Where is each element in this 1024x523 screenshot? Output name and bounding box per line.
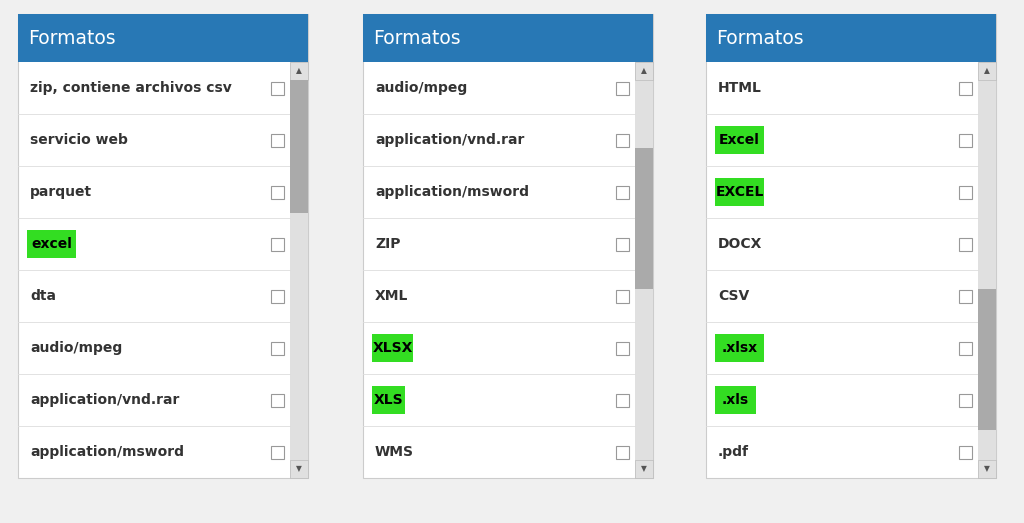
Text: .xlsx: .xlsx bbox=[722, 341, 758, 355]
Text: .xls: .xls bbox=[722, 393, 750, 407]
Text: HTML: HTML bbox=[718, 81, 762, 95]
Text: Formatos: Formatos bbox=[373, 28, 461, 48]
Text: parquet: parquet bbox=[30, 185, 92, 199]
Text: Formatos: Formatos bbox=[28, 28, 116, 48]
Text: Excel: Excel bbox=[719, 133, 760, 147]
Bar bbox=[18, 14, 308, 62]
Bar bbox=[978, 62, 996, 478]
Text: audio/mpeg: audio/mpeg bbox=[375, 81, 467, 95]
Bar bbox=[290, 62, 308, 80]
Bar bbox=[616, 237, 629, 251]
Bar bbox=[959, 237, 972, 251]
Text: dta: dta bbox=[30, 289, 56, 303]
Bar bbox=[978, 289, 996, 429]
Text: ZIP: ZIP bbox=[375, 237, 400, 251]
Bar bbox=[271, 342, 284, 355]
Bar bbox=[290, 62, 308, 478]
Bar bbox=[271, 133, 284, 146]
Text: application/vnd.rar: application/vnd.rar bbox=[375, 133, 524, 147]
Bar bbox=[978, 62, 996, 80]
Bar bbox=[715, 386, 756, 414]
Text: XLS: XLS bbox=[374, 393, 403, 407]
Bar bbox=[616, 186, 629, 199]
Bar bbox=[616, 133, 629, 146]
Bar bbox=[635, 62, 653, 478]
Bar bbox=[18, 14, 308, 478]
Bar bbox=[959, 290, 972, 302]
Text: WMS: WMS bbox=[375, 445, 414, 459]
Bar bbox=[290, 460, 308, 478]
Text: XML: XML bbox=[375, 289, 409, 303]
Text: ▼: ▼ bbox=[641, 464, 647, 473]
Text: ▲: ▲ bbox=[296, 66, 302, 75]
Bar bbox=[959, 393, 972, 406]
Text: excel: excel bbox=[31, 237, 72, 251]
Bar bbox=[362, 14, 653, 478]
Bar bbox=[706, 14, 996, 62]
Bar bbox=[616, 290, 629, 302]
Bar bbox=[616, 82, 629, 95]
Text: application/vnd.rar: application/vnd.rar bbox=[30, 393, 179, 407]
Text: servicio web: servicio web bbox=[30, 133, 128, 147]
Bar bbox=[959, 342, 972, 355]
Text: ▲: ▲ bbox=[641, 66, 647, 75]
Bar bbox=[635, 460, 653, 478]
Bar bbox=[715, 178, 764, 206]
Bar bbox=[959, 82, 972, 95]
Bar bbox=[706, 14, 996, 478]
Bar bbox=[372, 386, 406, 414]
Bar bbox=[27, 231, 76, 257]
Bar bbox=[271, 393, 284, 406]
Text: XLSX: XLSX bbox=[373, 341, 413, 355]
Bar bbox=[271, 290, 284, 302]
Text: .pdf: .pdf bbox=[718, 445, 749, 459]
Text: ▲: ▲ bbox=[984, 66, 990, 75]
Bar bbox=[978, 460, 996, 478]
Bar bbox=[959, 446, 972, 459]
Bar bbox=[271, 446, 284, 459]
Bar bbox=[616, 342, 629, 355]
Bar bbox=[271, 82, 284, 95]
Bar bbox=[715, 335, 764, 361]
Bar bbox=[290, 80, 308, 213]
Text: audio/mpeg: audio/mpeg bbox=[30, 341, 122, 355]
Bar bbox=[271, 186, 284, 199]
Text: ▼: ▼ bbox=[984, 464, 990, 473]
Bar bbox=[959, 186, 972, 199]
Text: application/msword: application/msword bbox=[375, 185, 529, 199]
Text: DOCX: DOCX bbox=[718, 237, 763, 251]
Bar bbox=[372, 335, 414, 361]
Bar bbox=[616, 446, 629, 459]
Text: zip, contiene archivos csv: zip, contiene archivos csv bbox=[30, 81, 231, 95]
Bar bbox=[635, 149, 653, 289]
Text: EXCEL: EXCEL bbox=[716, 185, 764, 199]
Bar bbox=[616, 393, 629, 406]
Bar bbox=[271, 237, 284, 251]
Text: Formatos: Formatos bbox=[716, 28, 804, 48]
Bar bbox=[362, 14, 653, 62]
Text: application/msword: application/msword bbox=[30, 445, 184, 459]
Bar bbox=[959, 133, 972, 146]
Text: ▼: ▼ bbox=[296, 464, 302, 473]
Bar bbox=[715, 127, 764, 154]
Text: CSV: CSV bbox=[718, 289, 750, 303]
Bar bbox=[635, 62, 653, 80]
